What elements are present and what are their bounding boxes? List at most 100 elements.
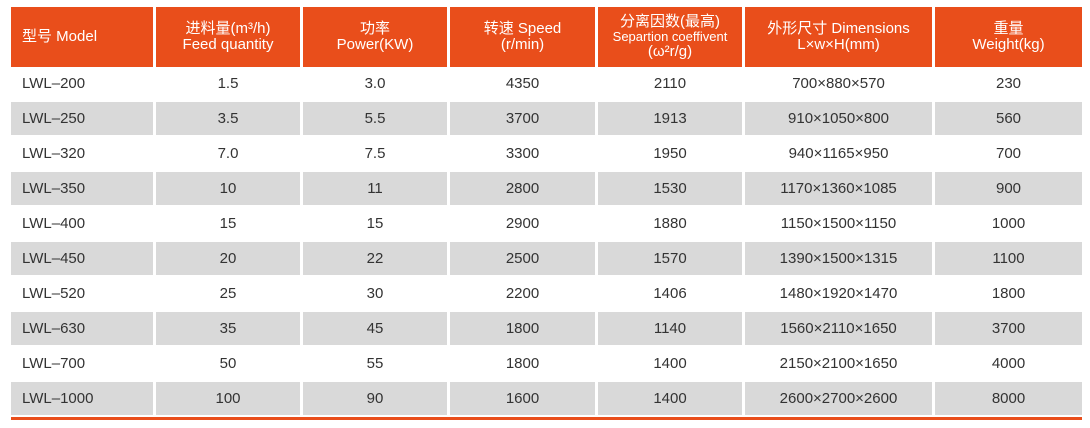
cell-model: LWL–1000 xyxy=(11,380,156,415)
cell-weight: 1800 xyxy=(935,275,1082,310)
cell-speed: 4350 xyxy=(450,67,598,100)
header-dimensions: 外形尺寸 Dimensions L×w×H(mm) xyxy=(745,7,935,67)
cell-speed: 2500 xyxy=(450,240,598,275)
cell-separation: 2110 xyxy=(598,67,745,100)
cell-feed: 35 xyxy=(156,310,303,345)
cell-separation: 1880 xyxy=(598,205,745,240)
header-separation-en: Separtion coeffivent xyxy=(612,28,728,44)
cell-model: LWL–520 xyxy=(11,275,156,310)
header-feed-quantity-en: Feed quantity xyxy=(182,36,274,53)
cell-speed: 1800 xyxy=(450,345,598,380)
cell-power: 3.0 xyxy=(303,67,450,100)
cell-power: 5.5 xyxy=(303,100,450,135)
header-separation-factor: 分离因数(最高) Separtion coeffivent (ω²r/g) xyxy=(598,7,745,67)
cell-feed: 1.5 xyxy=(156,67,303,100)
header-power-en: Power(KW) xyxy=(336,36,414,53)
header-row: 型号 Model 进料量(m³/h) Feed quantity 功率 Powe… xyxy=(11,7,1082,67)
cell-model: LWL–200 xyxy=(11,67,156,100)
cell-speed: 1600 xyxy=(450,380,598,415)
table-row: LWL–200 1.5 3.0 4350 2110 700×880×570 23… xyxy=(11,67,1082,100)
cell-feed: 20 xyxy=(156,240,303,275)
header-speed: 转速 Speed (r/min) xyxy=(450,7,598,67)
cell-dimensions: 1480×1920×1470 xyxy=(745,275,935,310)
cell-feed: 3.5 xyxy=(156,100,303,135)
cell-speed: 3700 xyxy=(450,100,598,135)
header-feed-quantity: 进料量(m³/h) Feed quantity xyxy=(156,7,303,67)
spec-table-body: LWL–200 1.5 3.0 4350 2110 700×880×570 23… xyxy=(11,67,1082,415)
cell-feed: 7.0 xyxy=(156,135,303,170)
cell-speed: 2800 xyxy=(450,170,598,205)
cell-model: LWL–350 xyxy=(11,170,156,205)
cell-power: 7.5 xyxy=(303,135,450,170)
cell-power: 22 xyxy=(303,240,450,275)
spec-table: 型号 Model 进料量(m³/h) Feed quantity 功率 Powe… xyxy=(11,7,1082,415)
cell-separation: 1400 xyxy=(598,345,745,380)
cell-model: LWL–450 xyxy=(11,240,156,275)
cell-weight: 230 xyxy=(935,67,1082,100)
cell-power: 90 xyxy=(303,380,450,415)
table-row: LWL–320 7.0 7.5 3300 1950 940×1165×950 7… xyxy=(11,135,1082,170)
cell-model: LWL–700 xyxy=(11,345,156,380)
cell-dimensions: 910×1050×800 xyxy=(745,100,935,135)
cell-separation: 1530 xyxy=(598,170,745,205)
table-row: LWL–450 20 22 2500 1570 1390×1500×1315 1… xyxy=(11,240,1082,275)
header-weight: 重量 Weight(kg) xyxy=(935,7,1082,67)
header-dimensions-unit: L×w×H(mm) xyxy=(797,36,880,53)
cell-dimensions: 1390×1500×1315 xyxy=(745,240,935,275)
header-separation-formula: (ω²r/g) xyxy=(647,43,693,61)
cell-weight: 1000 xyxy=(935,205,1082,240)
table-row: LWL–350 10 11 2800 1530 1170×1360×1085 9… xyxy=(11,170,1082,205)
cell-feed: 50 xyxy=(156,345,303,380)
header-power-zh: 功率 xyxy=(359,19,390,37)
cell-dimensions: 1560×2110×1650 xyxy=(745,310,935,345)
cell-separation: 1950 xyxy=(598,135,745,170)
table-row: LWL–700 50 55 1800 1400 2150×2100×1650 4… xyxy=(11,345,1082,380)
cell-power: 11 xyxy=(303,170,450,205)
cell-feed: 10 xyxy=(156,170,303,205)
cell-separation: 1400 xyxy=(598,380,745,415)
cell-weight: 900 xyxy=(935,170,1082,205)
cell-speed: 2900 xyxy=(450,205,598,240)
table-row: LWL–520 25 30 2200 1406 1480×1920×1470 1… xyxy=(11,275,1082,310)
table-row: LWL–630 35 45 1800 1140 1560×2110×1650 3… xyxy=(11,310,1082,345)
cell-model: LWL–630 xyxy=(11,310,156,345)
cell-power: 15 xyxy=(303,205,450,240)
cell-power: 30 xyxy=(303,275,450,310)
header-speed-unit: (r/min) xyxy=(500,36,545,53)
header-dimensions-label: 外形尺寸 Dimensions xyxy=(767,19,910,37)
cell-speed: 2200 xyxy=(450,275,598,310)
cell-weight: 4000 xyxy=(935,345,1082,380)
table-row: LWL–400 15 15 2900 1880 1150×1500×1150 1… xyxy=(11,205,1082,240)
cell-weight: 700 xyxy=(935,135,1082,170)
header-speed-zh: 转速 Speed xyxy=(483,19,562,37)
header-model-label: 型号 Model xyxy=(22,27,98,45)
header-weight-zh: 重量 xyxy=(993,19,1024,37)
cell-weight: 3700 xyxy=(935,310,1082,345)
cell-dimensions: 940×1165×950 xyxy=(745,135,935,170)
header-model: 型号 Model xyxy=(11,7,156,67)
cell-dimensions: 700×880×570 xyxy=(745,67,935,100)
cell-speed: 3300 xyxy=(450,135,598,170)
cell-model: LWL–320 xyxy=(11,135,156,170)
cell-dimensions: 1150×1500×1150 xyxy=(745,205,935,240)
table-row: LWL–1000 100 90 1600 1400 2600×2700×2600… xyxy=(11,380,1082,415)
header-feed-quantity-zh: 进料量(m³/h) xyxy=(185,19,271,37)
header-separation-zh: 分离因数(最高) xyxy=(620,12,720,30)
cell-separation: 1570 xyxy=(598,240,745,275)
cell-weight: 560 xyxy=(935,100,1082,135)
table-row: LWL–250 3.5 5.5 3700 1913 910×1050×800 5… xyxy=(11,100,1082,135)
cell-dimensions: 1170×1360×1085 xyxy=(745,170,935,205)
cell-model: LWL–250 xyxy=(11,100,156,135)
cell-feed: 25 xyxy=(156,275,303,310)
cell-power: 45 xyxy=(303,310,450,345)
cell-weight: 8000 xyxy=(935,380,1082,415)
header-weight-en: Weight(kg) xyxy=(972,36,1045,53)
cell-model: LWL–400 xyxy=(11,205,156,240)
cell-separation: 1406 xyxy=(598,275,745,310)
cell-dimensions: 2150×2100×1650 xyxy=(745,345,935,380)
cell-separation: 1913 xyxy=(598,100,745,135)
cell-separation: 1140 xyxy=(598,310,745,345)
cell-power: 55 xyxy=(303,345,450,380)
cell-dimensions: 2600×2700×2600 xyxy=(745,380,935,415)
